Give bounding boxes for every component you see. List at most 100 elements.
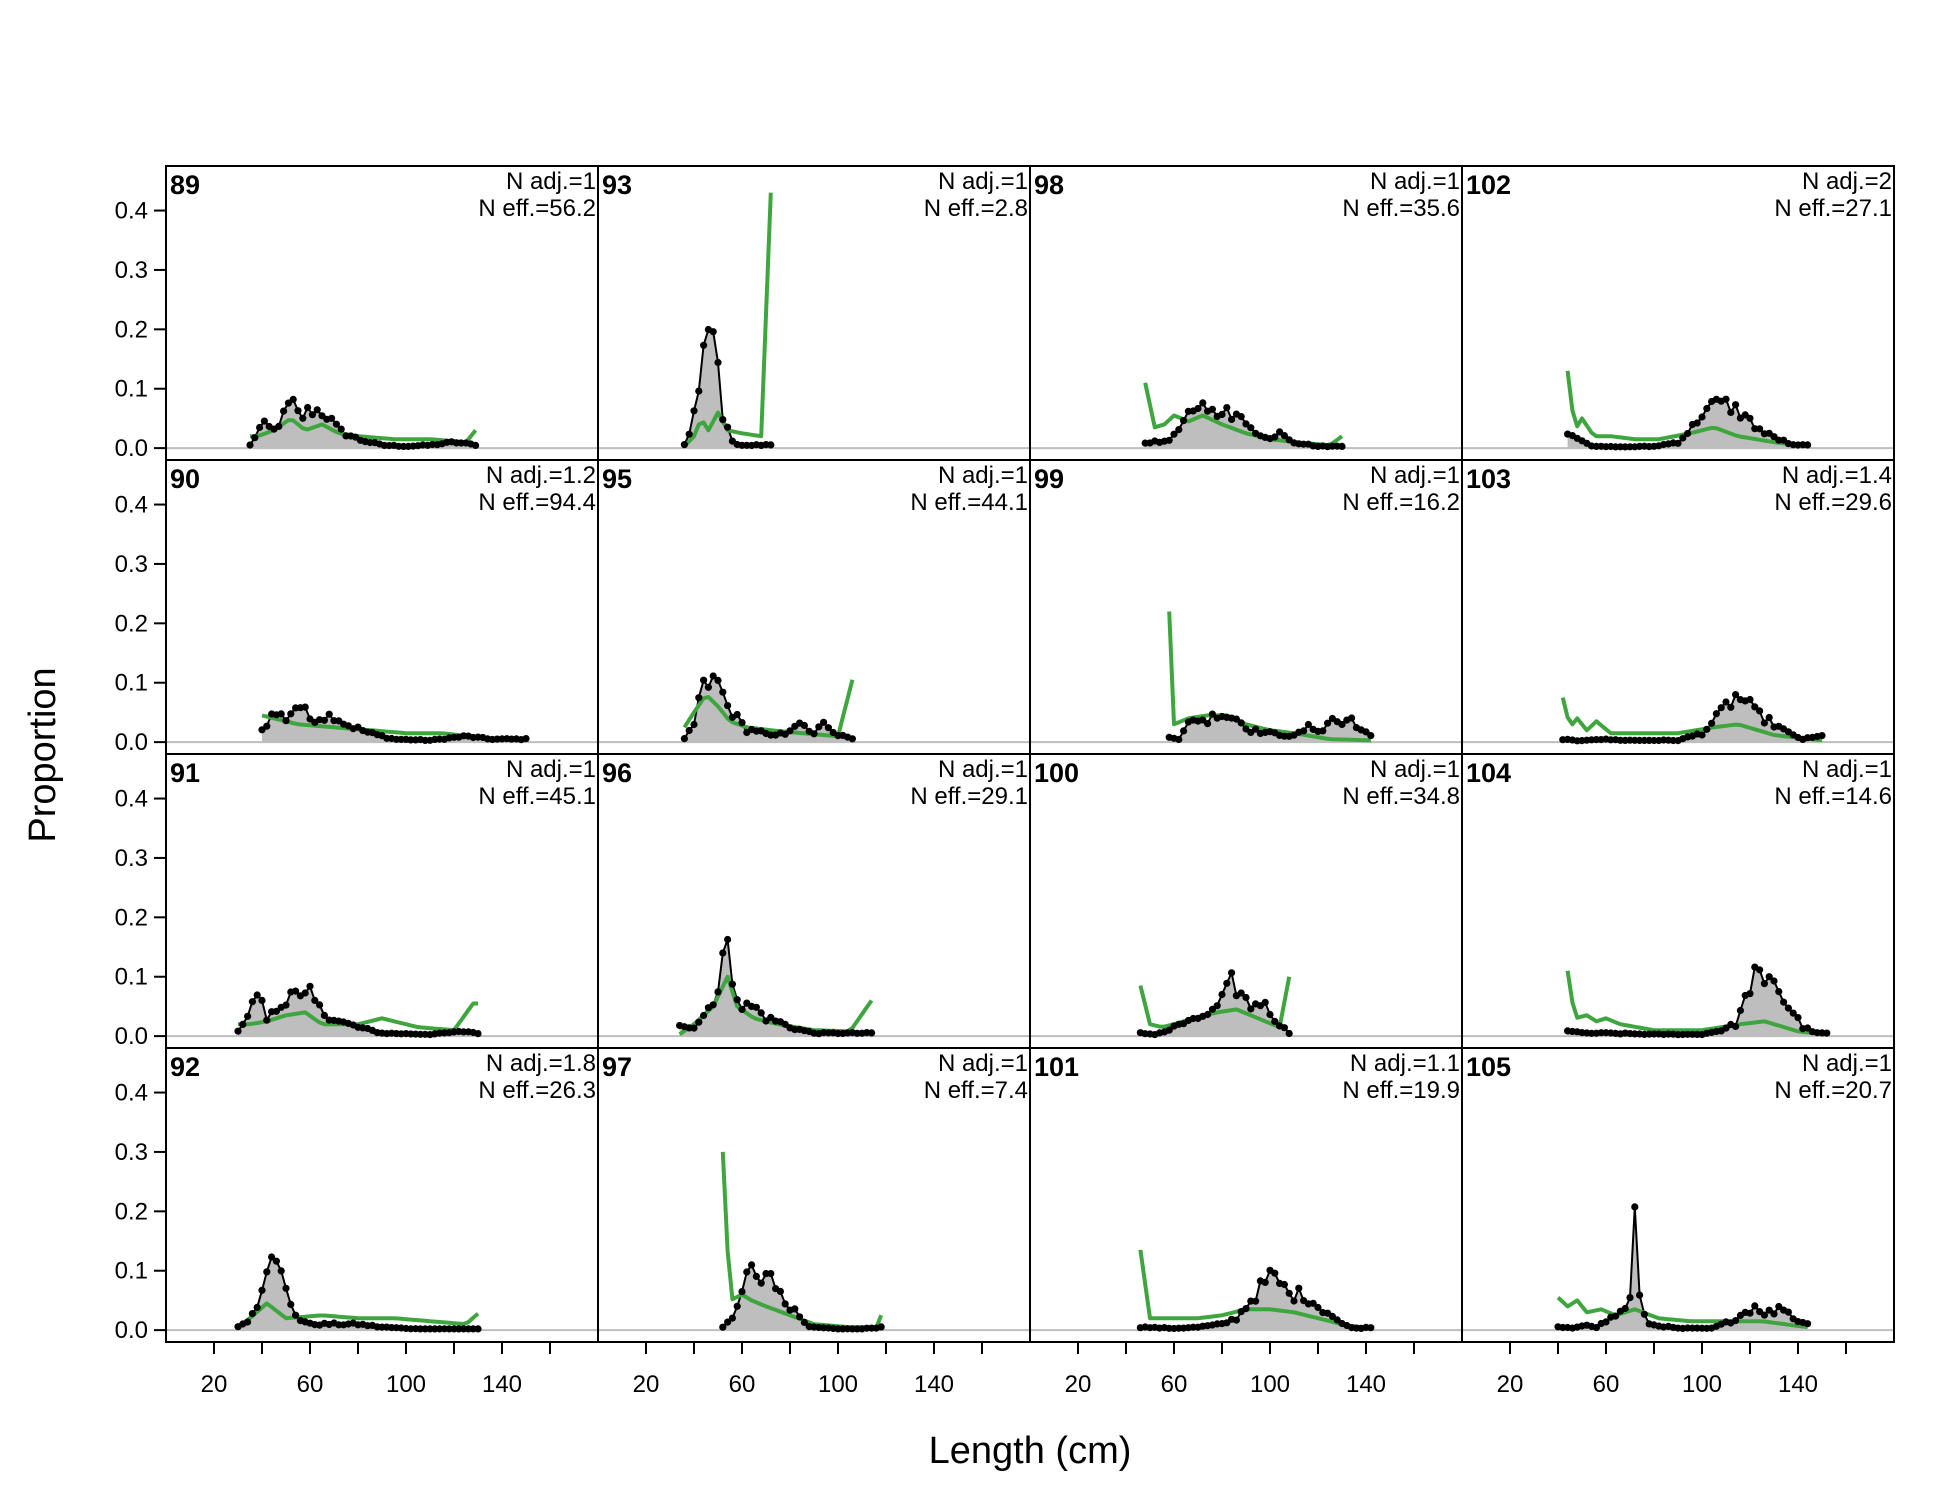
y-tick-label: 0.1 <box>115 1258 148 1285</box>
n-eff-text: N eff.=94.4 <box>478 489 596 516</box>
observed-point <box>1732 691 1740 699</box>
observed-point <box>752 1272 761 1280</box>
observed-point <box>824 724 833 732</box>
observed-point <box>328 414 336 422</box>
y-tick-label: 0.1 <box>115 670 148 697</box>
n-eff-text: N eff.=26.3 <box>478 1077 596 1104</box>
observed-point <box>1784 1308 1792 1316</box>
n-adj-text: N adj.=1 <box>938 462 1028 489</box>
observed-point <box>294 407 302 415</box>
observed-point <box>277 1267 285 1275</box>
observed-point <box>1271 1269 1279 1277</box>
x-tick-label: 100 <box>386 1371 426 1398</box>
panel-label: 97 <box>602 1052 632 1082</box>
observed-point <box>522 735 530 743</box>
observed-point <box>738 1005 746 1014</box>
observed-point <box>311 996 319 1005</box>
observed-point <box>1252 725 1260 733</box>
observed-point <box>1261 1278 1269 1286</box>
observed-point <box>810 730 818 738</box>
observed-point <box>719 949 727 957</box>
n-eff-text: N eff.=29.1 <box>910 783 1028 810</box>
panel-plot-area <box>1462 1203 1894 1332</box>
observed-point <box>752 1003 761 1011</box>
observed-point <box>1732 1317 1740 1325</box>
panel-plot-area <box>598 1151 1030 1333</box>
expected-line <box>1556 1296 1808 1330</box>
observed-point <box>1684 429 1692 438</box>
panel-98: 98 N adj.=1N eff.=35.6 <box>1029 165 1463 461</box>
panel-plot-area <box>598 935 1030 1038</box>
observed-point <box>472 441 480 449</box>
observed-point <box>1698 413 1706 421</box>
observed-point <box>1314 1303 1322 1312</box>
observed-point <box>1213 1002 1221 1010</box>
observed-point <box>272 1257 280 1265</box>
observed-point <box>1242 993 1250 1002</box>
observed-point <box>1280 1280 1288 1289</box>
y-tick-label: 0.4 <box>115 492 148 519</box>
observed-point <box>306 982 314 990</box>
observed-point <box>282 1001 290 1009</box>
observed-point <box>709 672 717 680</box>
y-tick-label: 0.0 <box>115 729 148 756</box>
observed-point <box>719 416 727 424</box>
panel-plot-area <box>1030 1249 1462 1333</box>
observed-point <box>685 430 693 438</box>
panel-plot-area <box>166 703 598 745</box>
observed-point <box>268 1253 276 1261</box>
observed-point <box>767 1270 775 1278</box>
observed-point <box>800 721 809 730</box>
observed-point <box>1228 415 1236 423</box>
panel-plot-area <box>598 192 1030 450</box>
observed-point <box>1612 1312 1620 1320</box>
observed-point <box>282 717 290 725</box>
panel-95: 95 N adj.=1N eff.=44.1 <box>597 459 1031 755</box>
observed-point <box>1770 977 1778 985</box>
observed-point <box>748 1261 756 1269</box>
observed-point <box>1280 432 1288 440</box>
n-eff-text: N eff.=44.1 <box>910 489 1028 516</box>
panel-border <box>1461 1047 1895 1343</box>
observed-point <box>1180 727 1188 735</box>
observed-point <box>1703 404 1711 413</box>
expected-line <box>1560 697 1823 743</box>
observed-point <box>1199 399 1207 407</box>
observed-point <box>1271 1017 1279 1025</box>
observed-fill <box>1169 714 1371 743</box>
panel-104: 104 N adj.=1N eff.=14.6 <box>1461 753 1895 1049</box>
n-adj-text: N adj.=1 <box>1370 168 1460 195</box>
x-tick-label: 100 <box>1250 1371 1290 1398</box>
observed-point <box>1770 1310 1778 1318</box>
n-eff-text: N eff.=35.6 <box>1342 195 1460 222</box>
panel-label: 103 <box>1466 464 1511 494</box>
n-adj-text: N adj.=1 <box>1370 462 1460 489</box>
observed-point <box>796 1313 804 1321</box>
observed-point <box>738 1288 746 1296</box>
observed-point <box>1760 1311 1768 1319</box>
n-eff-text: N eff.=29.6 <box>1774 489 1892 516</box>
observed-point <box>714 358 722 367</box>
panel-97: 97 N adj.=1N eff.=7.4 <box>597 1047 1031 1343</box>
observed-point <box>690 720 698 729</box>
observed-point <box>724 935 732 944</box>
y-tick-label: 0.2 <box>115 316 148 343</box>
observed-point <box>1208 710 1216 718</box>
observed-point <box>695 694 703 702</box>
panel-label: 104 <box>1466 758 1511 788</box>
observed-point <box>1717 704 1725 712</box>
observed-point <box>282 1284 290 1292</box>
panel-103: 103 N adj.=1.4N eff.=29.6 <box>1461 459 1895 755</box>
x-tick-label: 140 <box>914 1371 954 1398</box>
observed-point <box>1309 1299 1317 1307</box>
observed-point <box>704 683 713 691</box>
observed-point <box>287 710 295 718</box>
panel-label: 92 <box>170 1052 200 1082</box>
observed-point <box>709 1001 717 1009</box>
observed-fill <box>1140 972 1290 1037</box>
expected-line <box>236 1301 480 1329</box>
observed-point <box>1746 695 1754 704</box>
observed-point <box>1290 1297 1298 1305</box>
observed-point <box>848 735 857 743</box>
panel-plot-area <box>166 982 598 1039</box>
